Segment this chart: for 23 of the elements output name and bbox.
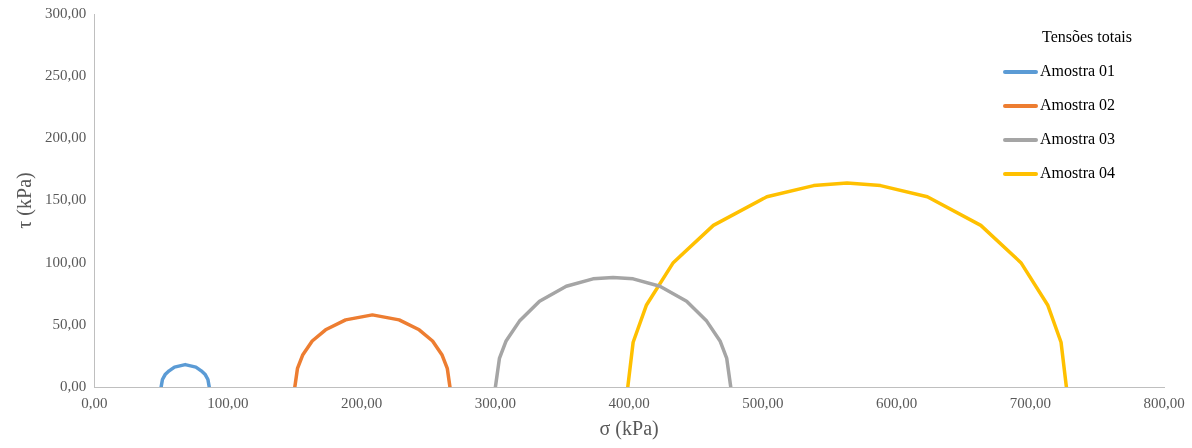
y-axis-title: τ (kPa) [13,172,37,229]
x-tick-label: 0,00 [81,394,108,411]
y-tick-label: 250,00 [45,67,87,84]
x-tick-label: 100,00 [207,394,249,411]
legend-label: Amostra 01 [1040,62,1116,80]
legend-label: Amostra 02 [1040,96,1116,114]
x-tick-label: 700,00 [1009,394,1051,411]
x-axis-title: σ (kPa) [599,417,659,441]
x-tick-label: 800,00 [1143,394,1185,411]
y-tick-label: 50,00 [52,315,87,332]
legend-label: Amostra 04 [1040,164,1116,182]
legend-label: Amostra 03 [1040,130,1116,148]
x-tick-label: 400,00 [608,394,650,411]
legend-title: Tensões totais [1042,28,1132,46]
x-tick-label: 300,00 [474,394,517,411]
x-tick-label: 600,00 [875,394,918,411]
y-tick-label: 0,00 [60,377,87,394]
x-tick-label: 200,00 [341,394,383,411]
x-tick-label: 500,00 [742,394,784,411]
y-tick-label: 100,00 [45,253,87,270]
y-tick-label: 300,00 [45,4,87,21]
y-tick-label: 150,00 [45,191,87,208]
y-tick-label: 200,00 [45,129,87,146]
